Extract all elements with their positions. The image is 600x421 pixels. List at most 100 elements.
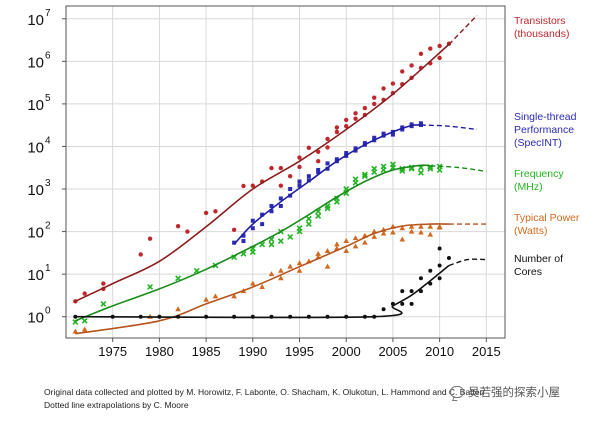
legend-label-cores: Number of Cores <box>514 253 563 278</box>
data-point-transistors <box>297 155 302 160</box>
watermark: 吴若强的探索小屋 <box>450 384 560 400</box>
data-point-transistors <box>372 101 377 107</box>
data-point-typical_power <box>278 275 284 281</box>
data-point-transistors <box>372 95 377 100</box>
data-point-frequency <box>436 167 443 173</box>
data-point-single_thread <box>278 203 283 208</box>
x-tick-label: 1980 <box>145 344 174 359</box>
data-point-single_thread <box>362 141 367 146</box>
data-point-single_thread <box>316 170 321 175</box>
data-point-single_thread <box>241 239 246 244</box>
caption-line-2: Dotted line extrapolations by C. Moore <box>44 400 189 410</box>
trend-line-transistors <box>74 43 450 303</box>
data-point-typical_power <box>390 229 396 235</box>
data-point-frequency <box>361 171 368 178</box>
data-point-transistors <box>231 227 237 233</box>
data-point-frequency <box>81 317 88 324</box>
data-point-transistors <box>241 183 246 189</box>
data-point-typical_power <box>408 228 415 234</box>
watermark-text: 吴若强的探索小屋 <box>468 387 560 399</box>
data-point-transistors <box>334 125 340 130</box>
data-point-transistors <box>344 117 349 123</box>
x-tick-label: 2005 <box>378 344 407 359</box>
y-tick-label-exponent: 2 <box>45 221 51 232</box>
data-point-typical_power <box>436 223 443 229</box>
y-tick-label-exponent: 7 <box>45 8 51 19</box>
data-point-transistors <box>147 236 153 241</box>
data-point-single_thread <box>297 179 302 184</box>
data-point-transistors <box>381 86 386 91</box>
data-point-typical_power <box>343 247 350 253</box>
data-point-typical_power <box>278 267 284 273</box>
caption-line-1: Original data collected and plotted by M… <box>44 387 485 397</box>
data-point-frequency <box>352 176 359 183</box>
data-point-frequency <box>100 300 107 307</box>
x-tick-label: 1975 <box>98 344 127 359</box>
data-point-frequency <box>371 169 378 176</box>
data-point-transistors <box>353 111 358 116</box>
data-point-typical_power <box>259 283 265 289</box>
trend-line-single_thread <box>233 124 421 245</box>
legend-label-single_thread: Single-thread Performance (SpecINT) <box>514 111 577 149</box>
data-point-transistors <box>278 165 284 171</box>
data-point-cores <box>409 301 414 306</box>
trend-line-frequency <box>75 164 431 322</box>
legend-label-frequency: Frequency (MHz) <box>514 168 564 193</box>
data-point-transistors <box>306 145 312 151</box>
trend-line-typical_power <box>75 223 450 335</box>
data-point-frequency <box>427 165 434 172</box>
data-point-transistors <box>278 183 284 188</box>
data-point-single_thread <box>250 218 255 223</box>
data-point-typical_power <box>315 250 321 256</box>
data-point-typical_power <box>175 306 181 312</box>
x-tick-label: 2000 <box>332 344 361 359</box>
data-point-transistors <box>138 252 143 257</box>
data-point-typical_power <box>334 241 340 247</box>
data-point-single_thread <box>353 146 358 151</box>
data-point-typical_power <box>203 296 209 302</box>
y-tick-label-exponent: 3 <box>45 178 51 189</box>
data-point-transistors <box>203 210 209 216</box>
data-point-single_thread <box>278 196 283 201</box>
data-point-typical_power <box>324 263 331 269</box>
data-point-transistors <box>437 43 442 49</box>
data-point-cores <box>418 276 423 281</box>
data-point-single_thread <box>288 187 293 192</box>
data-point-typical_power <box>408 223 415 229</box>
x-tick-label: 2010 <box>425 344 454 359</box>
data-point-single_thread <box>269 203 274 208</box>
y-tick-label-exponent: 1 <box>45 263 51 274</box>
data-point-single_thread <box>316 167 321 172</box>
data-point-single_thread <box>297 183 302 188</box>
data-point-single_thread <box>409 122 414 127</box>
data-point-typical_power <box>371 233 378 239</box>
data-point-transistors <box>297 164 302 170</box>
y-tick-label: 10 <box>27 139 44 156</box>
data-point-transistors <box>390 81 396 86</box>
data-point-typical_power <box>418 229 424 235</box>
y-tick-label-exponent: 4 <box>45 135 51 146</box>
data-point-typical_power <box>362 239 368 245</box>
x-tick-label: 2015 <box>472 344 501 359</box>
legend-label-transistors: Transistors (thousands) <box>514 15 569 40</box>
x-tick-label: 1990 <box>238 344 267 359</box>
data-point-single_thread <box>325 161 330 166</box>
y-tick-label-exponent: 5 <box>45 93 51 104</box>
data-point-transistors <box>362 105 368 111</box>
data-point-typical_power <box>324 247 331 253</box>
data-point-single_thread <box>250 226 255 231</box>
data-point-cores <box>428 268 433 273</box>
data-point-typical_power <box>81 326 88 332</box>
data-point-typical_power <box>418 223 424 229</box>
y-tick-label: 10 <box>27 12 44 29</box>
data-point-transistors <box>315 159 321 164</box>
chat-bubble-icon <box>450 386 464 398</box>
data-point-cores <box>437 263 442 268</box>
data-point-single_thread <box>381 131 386 136</box>
extrapolation-line-transistors <box>448 14 478 45</box>
data-point-transistors <box>325 145 330 150</box>
data-point-transistors <box>418 51 424 57</box>
data-point-frequency <box>380 167 387 173</box>
data-point-typical_power <box>72 328 79 334</box>
data-point-frequency <box>296 228 303 235</box>
